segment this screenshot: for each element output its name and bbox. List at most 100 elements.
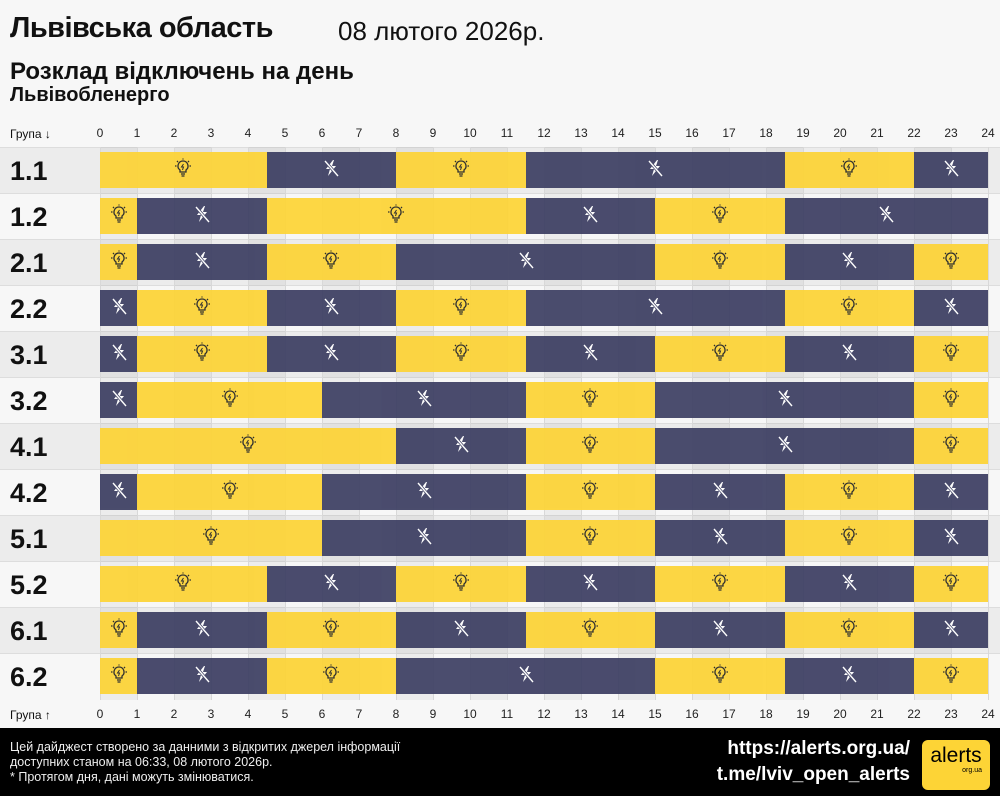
lightbulb-icon	[451, 342, 471, 367]
power-on-segment	[655, 336, 785, 372]
hour-tick-label: 18	[759, 126, 773, 140]
hour-tick-label: 13	[574, 707, 588, 721]
lightbulb-icon	[220, 480, 240, 505]
lightbulb-icon	[109, 618, 129, 643]
power-on-segment	[137, 382, 322, 418]
power-off-segment	[914, 520, 988, 556]
power-on-segment	[914, 244, 988, 280]
group-row: 2.2	[0, 285, 1000, 331]
power-on-segment	[914, 566, 988, 602]
no-power-icon	[710, 480, 730, 505]
no-power-icon	[645, 296, 665, 321]
power-off-segment	[525, 152, 785, 188]
hour-gridline	[359, 147, 360, 700]
lightbulb-icon	[710, 250, 730, 275]
hour-gridline	[877, 147, 878, 700]
hour-tick-label: 2	[170, 126, 178, 140]
group-label: 5.1	[10, 524, 48, 554]
hour-gridline	[581, 147, 582, 700]
hour-tick-label: 8	[392, 126, 400, 140]
power-on-segment	[100, 520, 322, 556]
power-on-segment	[655, 658, 785, 694]
hour-column-shade	[174, 147, 211, 700]
hour-gridline	[655, 147, 656, 700]
power-on-segment	[100, 244, 137, 280]
lightbulb-icon	[192, 342, 212, 367]
group-row: 3.2	[0, 377, 1000, 423]
date: 08 лютого 2026р.	[338, 16, 545, 46]
power-off-segment	[655, 612, 785, 648]
hour-tick-label: 10	[463, 126, 477, 140]
hour-tick-label: 1	[133, 126, 141, 140]
hour-tick-label: 2	[170, 707, 178, 721]
power-off-segment	[655, 382, 914, 418]
power-off-segment	[266, 152, 396, 188]
hour-tick-label: 8	[392, 707, 400, 721]
lightbulb-icon	[451, 572, 471, 597]
power-on-segment	[266, 198, 526, 234]
hour-tick-label: 6	[318, 126, 326, 140]
alerts-logo: alerts org.ua	[922, 740, 990, 790]
power-off-segment	[525, 290, 785, 326]
no-power-icon	[414, 480, 434, 505]
lightbulb-icon	[580, 388, 600, 413]
hour-tick-label: 0	[96, 126, 104, 140]
power-on-segment	[396, 336, 526, 372]
power-on-segment	[525, 474, 655, 510]
lightbulb-icon	[710, 204, 730, 229]
lightbulb-icon	[580, 434, 600, 459]
provider-name: Львівобленерго	[10, 84, 170, 106]
no-power-icon	[941, 526, 961, 551]
power-off-segment	[655, 520, 785, 556]
footer: Цей дайджест створено за данними з відкр…	[0, 728, 1000, 796]
no-power-icon	[580, 204, 600, 229]
power-off-segment	[784, 198, 988, 234]
power-on-segment	[914, 658, 988, 694]
no-power-icon	[839, 250, 859, 275]
hour-column-shade	[766, 147, 803, 700]
hour-column-shade	[692, 147, 729, 700]
hour-axis-top: Група ↓ 0 1 2 3 4 5 6 7 8 9 10 11 12 13 14 15 16 17 18 19 20…	[0, 121, 1000, 147]
hour-gridline	[840, 147, 841, 700]
lightbulb-icon	[321, 250, 341, 275]
power-off-segment	[137, 658, 267, 694]
group-label: 6.2	[10, 662, 48, 692]
power-off-segment	[266, 290, 396, 326]
lightbulb-icon	[839, 526, 859, 551]
hour-tick-label: 3	[207, 126, 215, 140]
power-on-segment	[100, 152, 267, 188]
telegram-link[interactable]: t.me/lviv_open_alerts	[716, 764, 910, 785]
power-off-segment	[784, 658, 914, 694]
group-row: 4.2	[0, 469, 1000, 515]
hour-gridline	[100, 147, 101, 700]
power-off-segment	[266, 566, 396, 602]
no-power-icon	[109, 342, 129, 367]
group-row: 1.2	[0, 193, 1000, 239]
hour-column-shade	[470, 147, 507, 700]
hour-gridline	[470, 147, 471, 700]
power-on-segment	[266, 612, 396, 648]
power-off-segment	[784, 244, 914, 280]
hour-tick-label: 20	[833, 126, 847, 140]
no-power-icon	[839, 664, 859, 689]
lightbulb-icon	[580, 480, 600, 505]
hour-tick-label: 11	[500, 707, 514, 721]
lightbulb-icon	[839, 480, 859, 505]
group-label: 5.2	[10, 570, 48, 600]
no-power-icon	[775, 388, 795, 413]
website-link[interactable]: https://alerts.org.ua/	[727, 738, 910, 759]
hour-column-shade	[322, 147, 359, 700]
power-on-segment	[914, 382, 988, 418]
power-off-segment	[100, 382, 137, 418]
power-off-segment	[396, 658, 655, 694]
lightbulb-icon	[941, 342, 961, 367]
lightbulb-icon	[451, 158, 471, 183]
power-on-segment	[525, 382, 655, 418]
lightbulb-icon	[941, 388, 961, 413]
power-on-segment	[525, 612, 655, 648]
hour-tick-label: 19	[796, 707, 810, 721]
power-off-segment	[525, 566, 655, 602]
hour-tick-label: 15	[648, 707, 662, 721]
hour-column-shade	[840, 147, 877, 700]
hour-gridline	[914, 147, 915, 700]
